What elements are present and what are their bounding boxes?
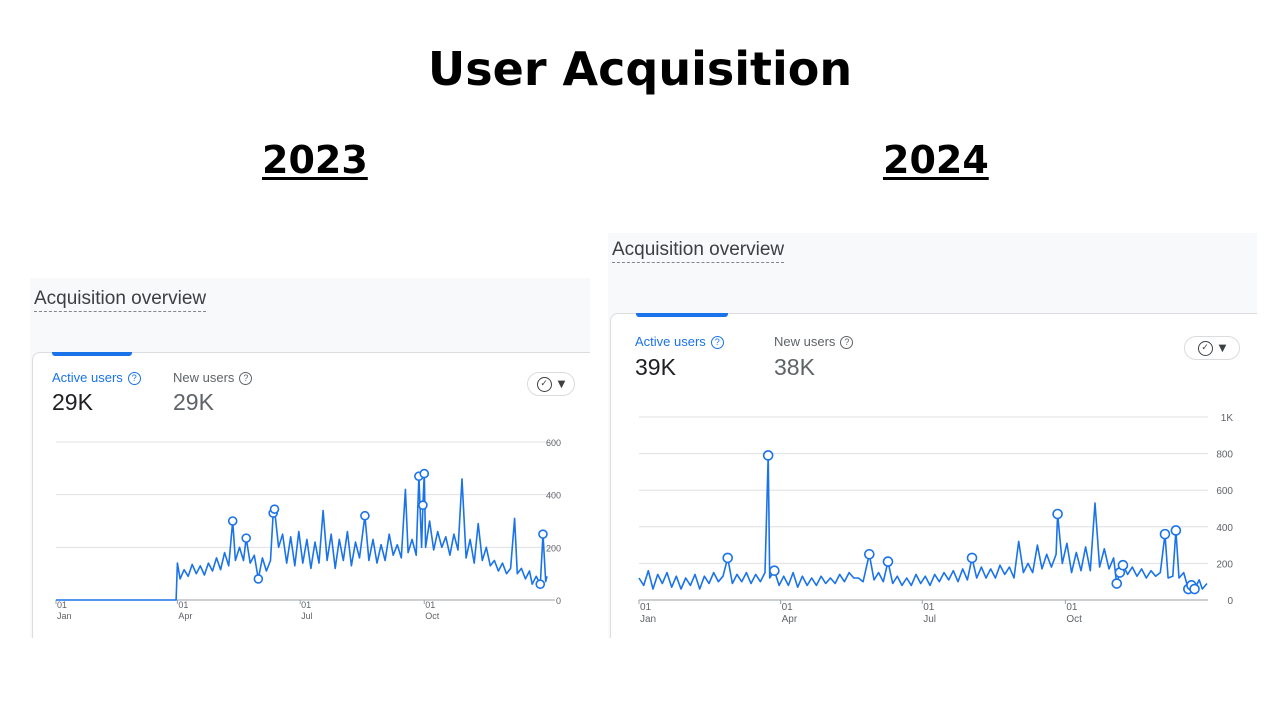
anomaly-marker bbox=[966, 552, 978, 564]
active-tab-indicator bbox=[636, 313, 728, 317]
page-title: User Acquisition bbox=[427, 42, 853, 96]
help-icon[interactable]: ? bbox=[239, 372, 253, 385]
x-tick-month-label: Jul bbox=[301, 611, 313, 621]
x-tick-month-label: Oct bbox=[1066, 614, 1082, 625]
acquisition-panel-2023: Acquisition overview Active users? 29K N… bbox=[30, 278, 590, 638]
anomaly-marker bbox=[1189, 583, 1200, 595]
help-icon[interactable]: ? bbox=[710, 336, 724, 349]
y-tick-label: 0 bbox=[556, 596, 561, 606]
x-tick-day-label: 01 bbox=[923, 602, 935, 613]
x-tick-day-label: 01 bbox=[301, 600, 311, 610]
y-tick-label: 0 bbox=[1227, 596, 1233, 607]
active-users-value: 29K bbox=[52, 389, 93, 415]
new-users-value: 38K bbox=[774, 354, 815, 380]
y-tick-label: 1K bbox=[1221, 413, 1234, 424]
acquisition-panel-2024: Acquisition overview Active users? 39K N… bbox=[608, 233, 1257, 638]
x-tick-day-label: 01 bbox=[425, 600, 435, 610]
x-tick-month-label: Apr bbox=[782, 614, 798, 625]
dropdown-caret-icon: ▼ bbox=[557, 378, 566, 390]
y-tick-label: 200 bbox=[1216, 559, 1233, 570]
new-users-label[interactable]: New users? bbox=[173, 370, 253, 385]
x-tick-month-label: Apr bbox=[178, 611, 192, 621]
active-users-label[interactable]: Active users? bbox=[635, 334, 724, 349]
anomaly-marker bbox=[864, 548, 875, 560]
anomaly-marker bbox=[882, 556, 894, 567]
active-tab-indicator bbox=[52, 352, 132, 356]
anomaly-marker bbox=[241, 533, 251, 543]
x-tick-day-label: 01 bbox=[1066, 602, 1078, 613]
anomaly-marker bbox=[535, 579, 546, 590]
check-circle-icon: ✓ bbox=[536, 376, 552, 392]
anomaly-marker bbox=[419, 468, 430, 479]
anomaly-marker bbox=[360, 510, 370, 521]
x-tick-day-label: 01 bbox=[640, 602, 652, 613]
anomaly-marker bbox=[227, 516, 238, 526]
x-tick-day-label: 01 bbox=[178, 600, 188, 610]
panel-heading: Acquisition overview bbox=[612, 239, 785, 263]
metrics-card: Active users? 39K New users? 38K ✓ ▼ bbox=[610, 313, 1257, 638]
y-tick-label: 200 bbox=[546, 543, 561, 553]
y-tick-label: 600 bbox=[1216, 486, 1233, 497]
new-users-label[interactable]: New users? bbox=[774, 334, 854, 349]
anomaly-marker bbox=[418, 500, 428, 510]
help-icon[interactable]: ? bbox=[127, 372, 141, 385]
y-tick-label: 400 bbox=[546, 491, 561, 501]
compare-dropdown-button[interactable]: ✓ ▼ bbox=[1184, 336, 1240, 360]
anomaly-marker bbox=[1111, 578, 1123, 589]
help-icon[interactable]: ? bbox=[840, 336, 854, 349]
anomaly-marker bbox=[769, 565, 780, 577]
check-circle-icon: ✓ bbox=[1197, 340, 1213, 356]
dropdown-caret-icon: ▼ bbox=[1218, 342, 1227, 354]
anomaly-marker bbox=[538, 529, 548, 539]
x-tick-month-label: Jan bbox=[640, 614, 656, 625]
year-heading-2023: 2023 bbox=[262, 138, 368, 182]
y-tick-label: 800 bbox=[1216, 450, 1233, 461]
anomaly-marker bbox=[1159, 528, 1171, 540]
anomaly-marker bbox=[1117, 559, 1129, 571]
active-users-label[interactable]: Active users? bbox=[52, 370, 141, 385]
anomaly-marker bbox=[762, 450, 774, 461]
anomaly-marker bbox=[1052, 508, 1063, 520]
anomaly-marker bbox=[1170, 525, 1182, 536]
anomaly-marker bbox=[269, 504, 280, 514]
x-tick-day-label: 01 bbox=[782, 602, 794, 613]
y-tick-label: 400 bbox=[1216, 523, 1233, 534]
y-tick-label: 600 bbox=[546, 438, 561, 448]
x-tick-month-label: Jul bbox=[923, 614, 936, 625]
x-tick-month-label: Oct bbox=[425, 611, 440, 621]
active-users-value: 39K bbox=[635, 354, 676, 380]
compare-dropdown-button[interactable]: ✓ ▼ bbox=[527, 372, 575, 396]
anomaly-marker bbox=[253, 574, 264, 584]
year-heading-2024: 2024 bbox=[883, 138, 989, 182]
new-users-value: 29K bbox=[173, 389, 214, 415]
anomaly-marker bbox=[722, 552, 734, 564]
panel-heading: Acquisition overview bbox=[34, 288, 207, 312]
x-tick-month-label: Jan bbox=[57, 611, 72, 621]
x-tick-day-label: 01 bbox=[57, 600, 67, 610]
series-line-active-users bbox=[56, 472, 548, 601]
